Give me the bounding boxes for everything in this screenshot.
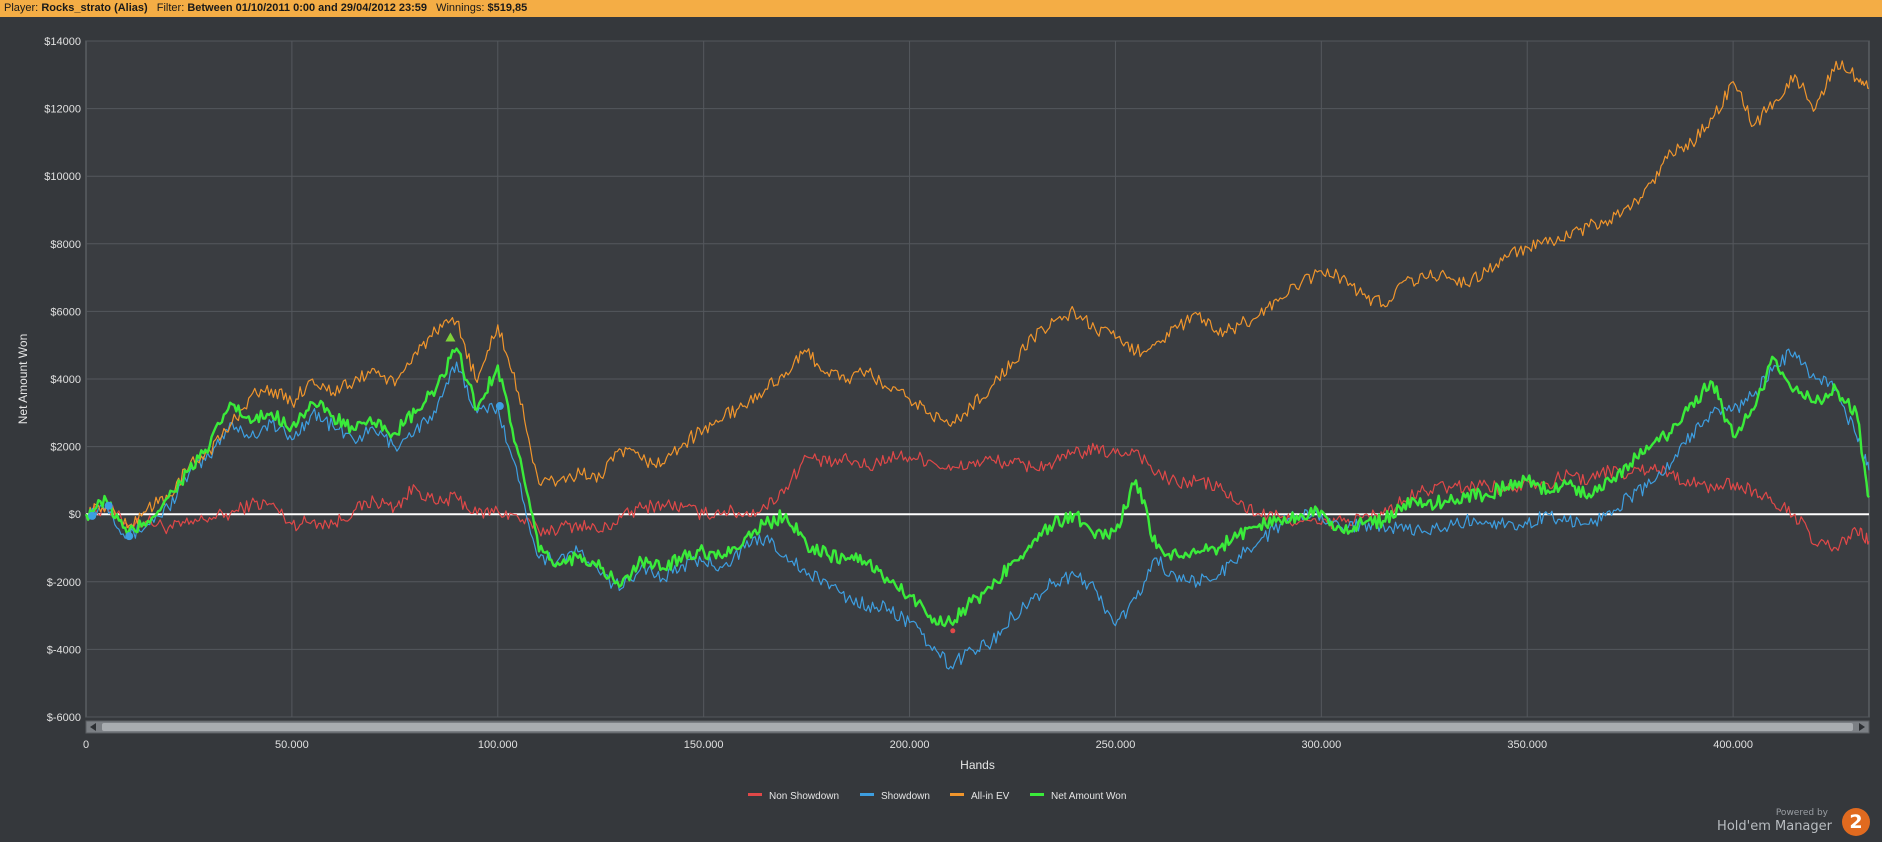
- player-key: Player:: [4, 2, 39, 14]
- y-tick-label: $-2000: [47, 577, 81, 589]
- markers-group: [88, 332, 956, 634]
- brand-block: Powered by Hold'em Manager 2: [1717, 808, 1870, 836]
- x-tick-label: 400.000: [1713, 739, 1753, 751]
- x-tick-label: 100.000: [478, 739, 518, 751]
- scroll-right-arrow-icon[interactable]: [1859, 723, 1865, 731]
- x-tick-label: 300.000: [1301, 739, 1341, 751]
- header-bar: Player: Rocks_strato (Alias) Filter: Bet…: [0, 0, 1882, 17]
- x-tick-label: 0: [83, 739, 89, 751]
- holdem-manager-logo-icon: 2: [1842, 808, 1870, 836]
- powered-by-text: Powered by: [1775, 808, 1828, 818]
- series-marker: [445, 332, 456, 342]
- series-line-non-showdown: [85, 442, 1870, 552]
- x-tick-label: 150.000: [684, 739, 724, 751]
- series-marker: [88, 511, 97, 520]
- legend-swatch: [950, 793, 964, 796]
- x-axis-label: Hands: [960, 758, 995, 772]
- y-tick-label: $-6000: [47, 712, 81, 724]
- y-tick-label: $-4000: [47, 644, 81, 656]
- filter-key: Filter:: [156, 2, 185, 14]
- series-group: [84, 60, 1870, 670]
- series-marker: [950, 628, 956, 634]
- series-line-showdown: [85, 348, 1870, 670]
- filter-value: Between 01/10/2011 0:00 and 29/04/2012 2…: [187, 2, 428, 14]
- series-marker: [495, 402, 504, 411]
- y-tick-label: $2000: [50, 442, 81, 454]
- scroll-left-arrow-icon[interactable]: [90, 723, 96, 731]
- y-axis: $14000 $12000 $10000 $8000 $6000 $4000 $2000 $0…: [44, 36, 81, 724]
- legend: Non Showdown Showdown All-in EV Net Amount …: [748, 791, 1126, 802]
- x-tick-label: 250.000: [1096, 739, 1136, 751]
- legend-swatch: [1030, 793, 1044, 796]
- x-tick-label: 200.000: [890, 739, 930, 751]
- series-line-net-amount-won: [84, 347, 1870, 628]
- series-line-all-in-ev: [85, 60, 1869, 529]
- legend-label: Showdown: [881, 791, 930, 802]
- player-value: Rocks_strato (Alias): [41, 2, 148, 14]
- y-axis-label: Net Amount Won: [16, 334, 30, 425]
- y-tick-label: $10000: [44, 171, 81, 183]
- legend-swatch: [748, 793, 762, 796]
- x-axis: 0 50.000 100.000 150.000 200.000 250.000 300.0…: [83, 739, 1753, 751]
- grid: [86, 40, 1869, 718]
- y-tick-label: $12000: [44, 104, 81, 116]
- legend-label: Non Showdown: [769, 791, 839, 802]
- legend-label: All-in EV: [971, 791, 1010, 802]
- y-tick-label: $14000: [44, 36, 81, 48]
- series-marker: [125, 532, 134, 541]
- x-tick-label: 50.000: [275, 739, 309, 751]
- product-name: Hold'em Manager: [1717, 819, 1832, 834]
- x-tick-label: 350.000: [1507, 739, 1547, 751]
- series-marker: [104, 501, 113, 510]
- legend-label: Net Amount Won: [1051, 791, 1126, 802]
- y-tick-label: $0: [69, 509, 81, 521]
- winnings-key: Winnings:: [436, 2, 485, 14]
- y-tick-label: $4000: [50, 374, 81, 386]
- y-tick-label: $6000: [50, 306, 81, 318]
- y-tick-label: $8000: [50, 239, 81, 251]
- winnings-value: $519,85: [487, 2, 528, 14]
- horizontal-scrollbar[interactable]: [85, 720, 1870, 734]
- scrollbar-thumb[interactable]: [102, 723, 1853, 731]
- legend-swatch: [860, 793, 874, 796]
